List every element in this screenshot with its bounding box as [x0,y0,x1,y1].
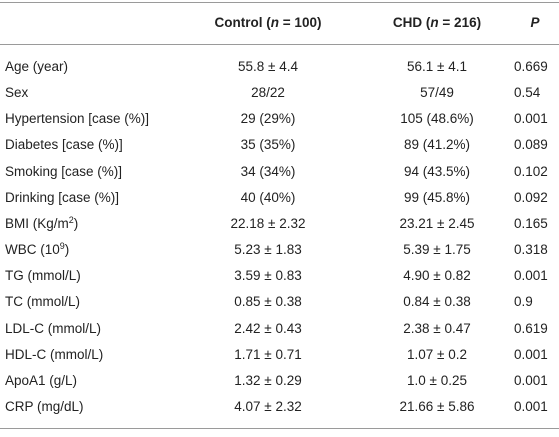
table-cell: 1.07 ± 0.2 [407,346,467,362]
table-cell: 1.71 ± 0.71 [234,346,302,362]
table-cell: 0.84 ± 0.38 [403,294,471,310]
table-cell: 2.42 ± 0.43 [234,320,302,336]
p-value: 0.089 [514,137,548,153]
table-cell: 89 (41.2%) [403,137,471,153]
label-text: HDL-C (mmol/L) [5,346,104,362]
table-cell: 23.21 ± 2.45 [399,215,475,231]
table-cell: 3.59 ± 0.83 [234,268,302,284]
table-cell: 94 (43.5%) [403,163,471,179]
p-value: 0.54 [514,85,541,101]
column-header: CHD (n = 216) [393,15,481,31]
p-value: 0.001 [514,399,548,414]
label-text: ) [73,215,79,231]
table-cell: 56.1 ± 4.1 [407,59,467,74]
table-cell: 105 (48.6%) [400,111,474,127]
table-cell: 21.66 ± 5.86 [399,399,475,414]
p-value: 0.318 [514,242,548,258]
header-text: = 100) [279,15,322,30]
header-italic: n [270,15,280,30]
row-label: HDL-C (mmol/L) [5,347,103,363]
row-label: TG (mmol/L) [5,268,81,284]
table-cell: 2.38 ± 0.47 [403,320,471,336]
label-text: Age (year) [5,59,69,74]
table-cell: 1.32 ± 0.29 [234,372,302,388]
header-text: = 216) [438,15,482,30]
table-cell: 4.90 ± 0.82 [403,268,471,284]
table-cell: 57/49 [420,85,454,101]
table-cell: 55.8 ± 4.4 [238,59,298,74]
p-value: 0.619 [514,320,548,336]
row-label: WBC (109) [5,242,69,258]
column-header: Control (n = 100) [215,15,322,31]
header-rule [0,44,559,45]
table-cell: 22.18 ± 2.32 [230,215,306,231]
table-cell: 34 (34%) [240,163,296,179]
p-value: 0.092 [514,189,548,205]
label-text: Diabetes [case (%)] [5,137,123,153]
row-label: Diabetes [case (%)] [5,137,123,153]
table-cell: 1.0 ± 0.25 [407,372,467,388]
p-value: 0.9 [514,294,533,310]
label-text: Drinking [case (%)] [5,189,120,205]
table-cell: 35 (35%) [240,137,296,153]
header-text: Control ( [214,15,271,30]
table-cell: 29 (29%) [240,111,296,127]
table-cell: 5.39 ± 1.75 [403,242,471,258]
label-text: CRP (mg/dL) [5,399,84,414]
label-text: Hypertension [case (%)] [5,111,150,127]
label-text: ) [64,242,70,258]
header-italic: P [530,15,540,30]
row-label: CRP (mg/dL) [5,399,84,415]
label-superscript: 2 [68,214,74,225]
label-text: TG (mmol/L) [5,268,81,284]
row-label: LDL-C (mmol/L) [5,321,101,337]
p-value: 0.165 [514,215,548,231]
label-text: BMI (Kg/m [5,215,69,231]
row-label: TC (mmol/L) [5,294,80,310]
p-value: 0.001 [514,346,548,362]
p-value: 0.001 [514,372,548,388]
row-label: Smoking [case (%)] [5,164,122,180]
label-text: Smoking [case (%)] [5,163,123,179]
row-label: Drinking [case (%)] [5,190,119,206]
table-cell: 4.07 ± 2.32 [234,399,302,414]
p-value: 0.001 [514,111,548,127]
row-label: ApoA1 (g/L) [5,373,77,389]
row-label: Age (year) [5,59,68,75]
label-text: WBC (10 [5,242,60,258]
row-label: BMI (Kg/m2) [5,214,79,232]
table-cell: 40 (40%) [240,189,296,205]
label-text: Sex [5,85,29,101]
bottom-rule [0,428,559,429]
label-text: ApoA1 (g/L) [5,372,78,388]
table-cell: 28/22 [251,85,285,101]
column-header: P [530,15,539,31]
row-label: Hypertension [case (%)] [5,111,149,127]
header-text: CHD ( [392,15,431,30]
p-value: 0.001 [514,268,548,284]
table-cell: 5.23 ± 1.83 [234,242,302,258]
p-value: 0.102 [514,163,548,179]
table-cell: 99 (45.8%) [403,189,471,205]
header-italic: n [430,15,439,30]
table-cell: 0.85 ± 0.38 [234,294,302,310]
label-superscript: 9 [59,241,65,252]
label-text: LDL-C (mmol/L) [5,320,102,336]
p-value: 0.669 [514,59,548,74]
row-label: Sex [5,85,28,101]
top-rule [0,2,559,3]
label-text: TC (mmol/L) [5,294,80,310]
